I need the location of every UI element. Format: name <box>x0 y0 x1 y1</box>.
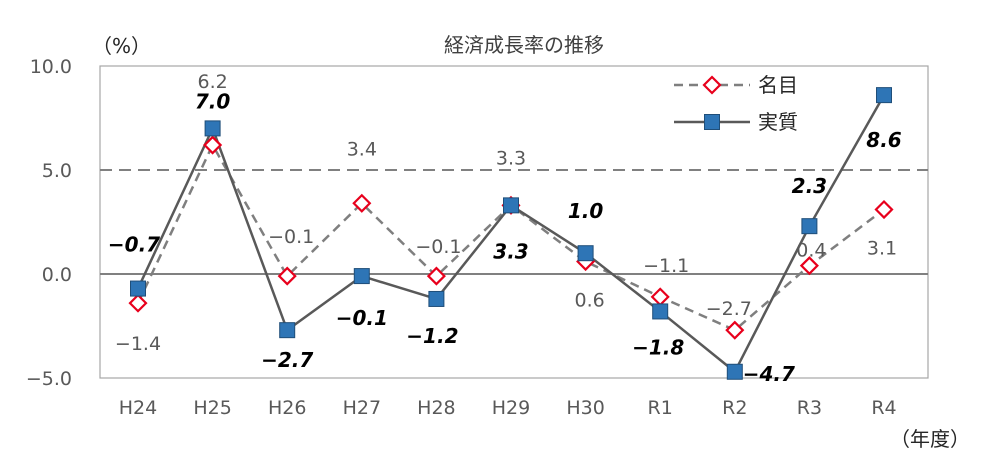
x-tick-label: H25 <box>193 397 231 419</box>
y-tick-label: 0.0 <box>42 264 72 286</box>
data-label-nominal: −1.1 <box>643 255 689 277</box>
x-tick-label: H24 <box>119 397 157 419</box>
x-tick-label: H28 <box>417 397 455 419</box>
point-real <box>130 280 146 297</box>
data-label-real: −0.7 <box>108 233 160 257</box>
point-real <box>428 290 445 307</box>
point-real <box>652 303 669 320</box>
data-label-nominal: 3.1 <box>867 238 897 260</box>
y-tick-label: 10.0 <box>30 56 72 78</box>
data-label-nominal: −1.4 <box>115 333 161 355</box>
point-real <box>353 268 370 285</box>
point-nominal <box>725 320 745 340</box>
legend-marker-real <box>704 114 720 130</box>
series-line-real <box>136 94 886 374</box>
x-tick-label: R3 <box>797 397 822 419</box>
data-label-nominal: 6.2 <box>197 71 227 93</box>
data-label-real: −0.1 <box>336 306 388 330</box>
data-label-nominal: −2.7 <box>706 298 752 320</box>
data-label-real: −1.2 <box>406 324 458 348</box>
data-label-real: 3.3 <box>493 239 528 263</box>
point-nominal <box>874 199 894 220</box>
chart-title: 経済成長率の推移 <box>444 33 604 57</box>
data-label-nominal: 3.4 <box>347 138 377 160</box>
point-nominal <box>352 193 372 213</box>
point-real <box>726 363 743 380</box>
data-label-nominal: 0.6 <box>574 290 604 312</box>
x-tick-label: R1 <box>648 397 673 419</box>
data-label-real: −1.8 <box>632 335 684 359</box>
x-tick-label: R2 <box>722 397 747 419</box>
x-tick-label: R4 <box>871 397 896 419</box>
data-label-real: 8.6 <box>866 128 902 152</box>
y-tick-label: 5.0 <box>42 160 72 182</box>
data-label-nominal: 0.4 <box>796 240 826 262</box>
point-nominal <box>277 266 297 286</box>
point-real <box>801 218 818 235</box>
point-real <box>279 322 296 339</box>
data-label-real: −2.7 <box>261 348 313 372</box>
x-tick-label: H26 <box>268 397 306 419</box>
data-label-nominal: −0.1 <box>268 226 314 248</box>
y-tick-label: −5.0 <box>26 368 72 390</box>
plot-frame <box>99 65 929 379</box>
point-real <box>503 197 519 214</box>
x-tick-label: H30 <box>566 397 604 419</box>
point-nominal <box>426 266 446 286</box>
legend-marker-nominal <box>702 75 722 95</box>
point-nominal <box>203 135 223 155</box>
legend-label-real: 実質 <box>758 110 798 134</box>
series-line-nominal <box>136 142 885 332</box>
x-tick-label: H27 <box>343 397 381 419</box>
point-nominal <box>650 287 670 307</box>
x-tick-label: H29 <box>492 397 530 419</box>
point-real <box>577 245 594 262</box>
point-real <box>876 87 892 104</box>
point-nominal <box>128 293 148 313</box>
x-axis-unit: （年度） <box>890 427 970 451</box>
legend-label-nominal: 名目 <box>758 73 798 97</box>
y-tick-labels: 10.0 5.0 0.0 −5.0 <box>26 56 72 390</box>
series-layer <box>128 87 894 380</box>
data-label-real: 2.3 <box>792 174 827 198</box>
y-axis-unit: （%） <box>92 34 151 58</box>
data-label-real: 7.0 <box>195 89 231 113</box>
point-nominal <box>799 256 819 276</box>
data-label-nominal: 3.3 <box>496 147 526 169</box>
data-label-real: 1.0 <box>568 199 604 223</box>
x-tick-labels: H24 H25 H26 H27 H28 H29 H30 R1 R2 R3 R4 <box>119 397 897 419</box>
point-real <box>204 120 221 137</box>
data-label-real: −4.7 <box>743 362 795 386</box>
data-label-nominal: −0.1 <box>415 236 461 258</box>
data-labels: −1.4 6.2 −0.1 3.4 −0.1 3.3 0.6 −1.1 −2.7 0.4 3.1 −0… <box>108 71 902 386</box>
